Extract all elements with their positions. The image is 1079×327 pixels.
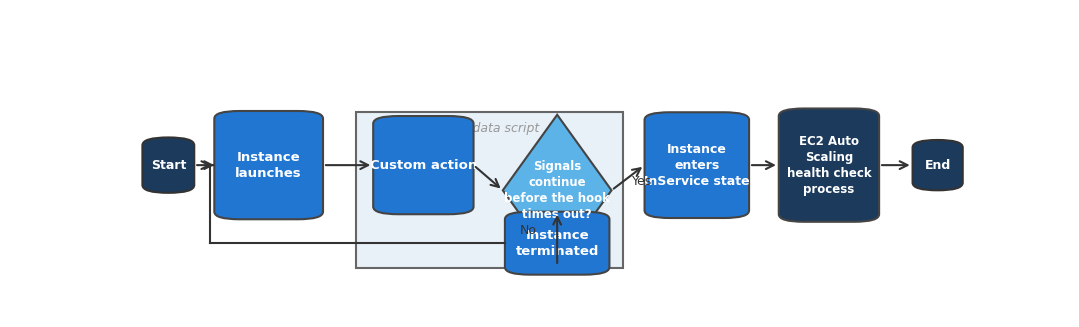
Text: Start: Start [151, 159, 186, 172]
FancyBboxPatch shape [505, 212, 610, 275]
FancyBboxPatch shape [142, 137, 194, 193]
FancyBboxPatch shape [373, 116, 474, 214]
FancyBboxPatch shape [644, 112, 749, 218]
FancyBboxPatch shape [913, 140, 962, 190]
Text: Signals
continue
before the hook
times out?: Signals continue before the hook times o… [504, 160, 610, 221]
Text: User data script: User data script [440, 122, 540, 135]
Text: Custom action: Custom action [370, 159, 477, 172]
Text: EC2 Auto
Scaling
health check
process: EC2 Auto Scaling health check process [787, 135, 871, 196]
FancyBboxPatch shape [356, 112, 624, 268]
FancyBboxPatch shape [215, 111, 323, 219]
Text: Instance
launches: Instance launches [235, 151, 302, 180]
FancyBboxPatch shape [779, 109, 879, 222]
Text: End: End [925, 159, 951, 172]
Polygon shape [503, 115, 612, 266]
Text: Instance
terminated: Instance terminated [516, 229, 599, 258]
Text: Instance
enters
InService state: Instance enters InService state [644, 143, 750, 188]
Text: Yes: Yes [631, 175, 652, 188]
Text: No: No [519, 224, 536, 237]
